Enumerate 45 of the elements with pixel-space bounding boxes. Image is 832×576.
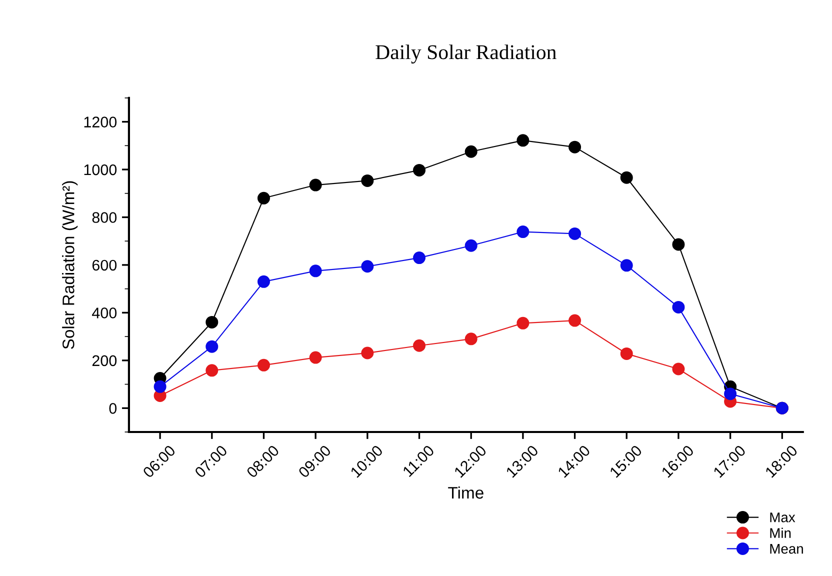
y-tick-label: 200 [92,355,117,366]
y-tick-label: 800 [92,212,117,223]
point [672,300,685,314]
y-tick-label: 600 [92,260,117,271]
point [257,192,270,204]
point [620,347,633,360]
point [672,362,685,376]
point [516,134,530,147]
point [620,259,633,272]
legend-label: Mean [770,544,803,554]
point [568,314,582,327]
point [154,380,166,393]
point [361,174,374,187]
point [464,145,478,158]
point [309,178,322,192]
point [413,164,426,176]
point [413,339,426,352]
chart-title: Daily Solar Radiation [376,44,556,64]
point [724,388,737,400]
y-tick-label: 400 [92,308,117,318]
point [206,316,218,328]
y-tick-label: 1200 [84,116,117,128]
point [257,358,270,372]
point [464,332,478,346]
y-axis-title: Solar Radiation (W/m²) [62,181,78,349]
point [413,252,426,264]
point [206,340,218,353]
legend-label: Max [770,512,796,522]
point [361,346,374,360]
point [516,226,530,238]
point [620,171,633,184]
legend-label: Min [770,528,791,538]
point [309,351,322,364]
point [568,140,582,154]
x-axis-title: Time [448,486,484,499]
point [516,316,530,330]
point [672,238,685,251]
point [257,275,270,288]
point [361,260,374,273]
y-tick-label: 1000 [84,164,117,176]
point [464,239,478,252]
point [206,364,218,377]
y-tick-label: 0 [109,403,117,414]
point [568,227,582,240]
point [309,264,322,278]
